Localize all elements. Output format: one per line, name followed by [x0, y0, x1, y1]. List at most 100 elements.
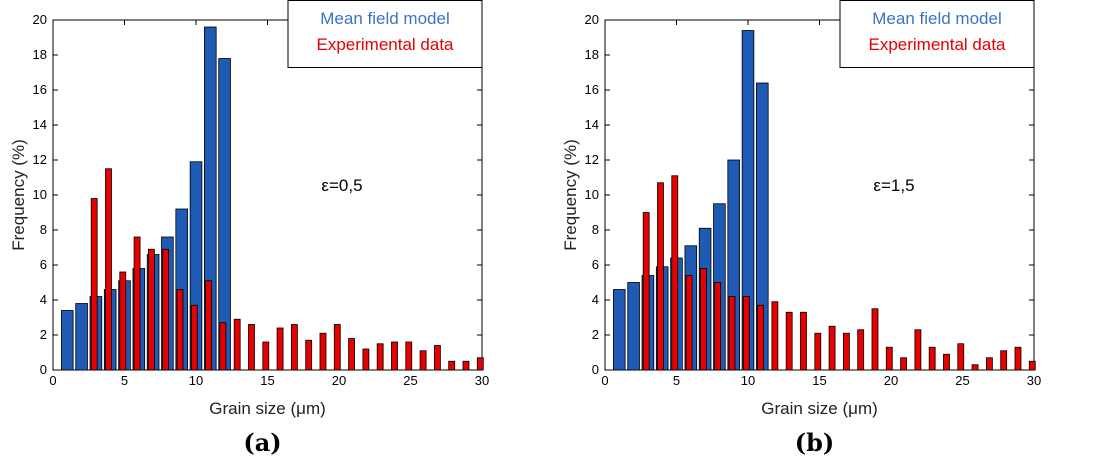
x-tick-label: 5	[121, 373, 128, 388]
bar-experimental-data	[928, 346, 936, 371]
x-tick-label: 30	[475, 373, 489, 388]
bar-experimental-data	[671, 175, 679, 371]
bar-experimental-data	[699, 268, 707, 371]
bar-experimental-data	[433, 345, 441, 371]
bar-experimental-data	[757, 304, 764, 371]
bar-experimental-data	[319, 332, 327, 371]
y-tick-label: 20	[585, 12, 599, 27]
y-tick-label: 2	[592, 327, 599, 342]
bar-experimental-data	[219, 322, 227, 371]
y-tick-label: 18	[585, 47, 599, 62]
strain-annotation: ε=1,5	[873, 176, 914, 195]
y-tick-label: 4	[592, 292, 599, 307]
bar-experimental-data	[1028, 360, 1036, 371]
bar-experimental-data	[842, 332, 850, 371]
x-tick-label: 5	[673, 373, 680, 388]
bar-experimental-data	[276, 327, 284, 371]
figure-caption: (b)	[795, 428, 835, 457]
bar-experimental-data	[476, 357, 484, 371]
y-axis-label: Frequency (%)	[9, 139, 28, 250]
bar-experimental-data	[971, 364, 979, 371]
x-axis-label: Grain size (μm)	[761, 399, 878, 418]
bar-experimental-data	[914, 329, 922, 371]
bar-experimental-data	[119, 271, 127, 371]
x-tick-label: 0	[601, 373, 608, 388]
x-tick-label: 20	[884, 373, 898, 388]
bar-experimental-data	[742, 296, 750, 371]
plot-area-frame	[604, 19, 1035, 371]
bar-experimental-data	[133, 236, 141, 371]
bar-experimental-data	[391, 341, 398, 371]
y-tick-label: 14	[33, 117, 47, 132]
y-tick-label: 6	[40, 257, 47, 272]
bar-experimental-data	[290, 324, 298, 371]
x-tick-label: 15	[260, 373, 274, 388]
y-tick-label: 10	[585, 187, 599, 202]
bar-experimental-data	[1000, 350, 1008, 371]
bar-experimental-data	[233, 318, 241, 371]
bar-experimental-data	[190, 304, 198, 371]
bar-experimental-data	[348, 338, 355, 371]
bar-experimental-data	[147, 248, 155, 371]
y-tick-label: 6	[592, 257, 599, 272]
bar-experimental-data	[771, 301, 779, 371]
plot-area-frame	[52, 19, 483, 371]
y-tick-label: 2	[40, 327, 47, 342]
bar-experimental-data	[176, 289, 184, 371]
chart-b-svg: 0 2 4 6 8 10 12 14 16 18 20 0 5 10 15 20 25 30 Grain size …	[561, 0, 1041, 457]
chart-panel-b: 0 2 4 6 8 10 12 14 16 18 20 0 5 10 15 20 25 30 Grain size …	[552, 0, 1104, 465]
chart-a-svg: 0 2 4 6 8 10 12 14 16 18 20 0 5 10 15 20 25 30 Grain size …	[9, 0, 489, 457]
x-tick-label: 25	[955, 373, 969, 388]
y-tick-label: 16	[33, 82, 47, 97]
legend-entry-mean-field-model: Mean field model	[320, 9, 449, 28]
bar-experimental-data	[800, 311, 807, 371]
bar-experimental-data	[333, 324, 341, 371]
y-tick-label: 12	[33, 152, 47, 167]
y-tick-label: 0	[40, 362, 47, 377]
bar-experimental-data	[900, 357, 907, 371]
chart-panel-a: 0 2 4 6 8 10 12 14 16 18 20 0 5 10 15 20 25 30 Grain size …	[0, 0, 552, 465]
x-tick-label: 10	[741, 373, 755, 388]
x-tick-label: 15	[812, 373, 826, 388]
x-axis-label: Grain size (μm)	[209, 399, 326, 418]
x-tick-label: 20	[332, 373, 346, 388]
x-tick-label: 25	[403, 373, 417, 388]
legend-box	[839, 0, 1035, 68]
bar-experimental-data	[885, 346, 893, 371]
y-tick-label: 4	[40, 292, 47, 307]
bar-experimental-data	[1014, 346, 1022, 371]
x-tick-label: 0	[49, 373, 56, 388]
bar-experimental-data	[814, 332, 822, 371]
bar-experimental-data	[871, 308, 879, 371]
y-tick-label: 18	[33, 47, 47, 62]
legend-entry-experimental-data: Experimental data	[868, 35, 1006, 54]
y-tick-label: 12	[585, 152, 599, 167]
y-tick-label: 16	[585, 82, 599, 97]
bar-experimental-data	[943, 353, 950, 371]
legend-box	[287, 0, 483, 68]
bar-mean-field-model	[627, 282, 640, 371]
bar-experimental-data	[685, 275, 693, 371]
bar-experimental-data	[90, 198, 98, 371]
y-tick-label: 8	[592, 222, 599, 237]
bar-experimental-data	[305, 339, 313, 371]
bar-experimental-data	[419, 350, 427, 371]
bar-experimental-data	[448, 360, 456, 371]
bar-experimental-data	[957, 343, 965, 371]
bar-experimental-data	[105, 168, 112, 371]
bar-experimental-data	[405, 341, 413, 371]
x-tick-label: 10	[189, 373, 203, 388]
bar-experimental-data	[985, 357, 993, 371]
y-tick-label: 14	[585, 117, 599, 132]
bar-experimental-data	[785, 311, 793, 371]
bar-experimental-data	[248, 324, 255, 371]
legend-entry-mean-field-model: Mean field model	[872, 9, 1001, 28]
x-tick-label: 30	[1027, 373, 1041, 388]
bar-mean-field-model	[613, 289, 626, 371]
y-axis-label: Frequency (%)	[561, 139, 580, 250]
bar-experimental-data	[362, 348, 370, 371]
y-tick-label: 10	[33, 187, 47, 202]
bar-experimental-data	[728, 296, 736, 371]
bar-mean-field-model	[61, 310, 74, 371]
bar-experimental-data	[857, 329, 865, 371]
